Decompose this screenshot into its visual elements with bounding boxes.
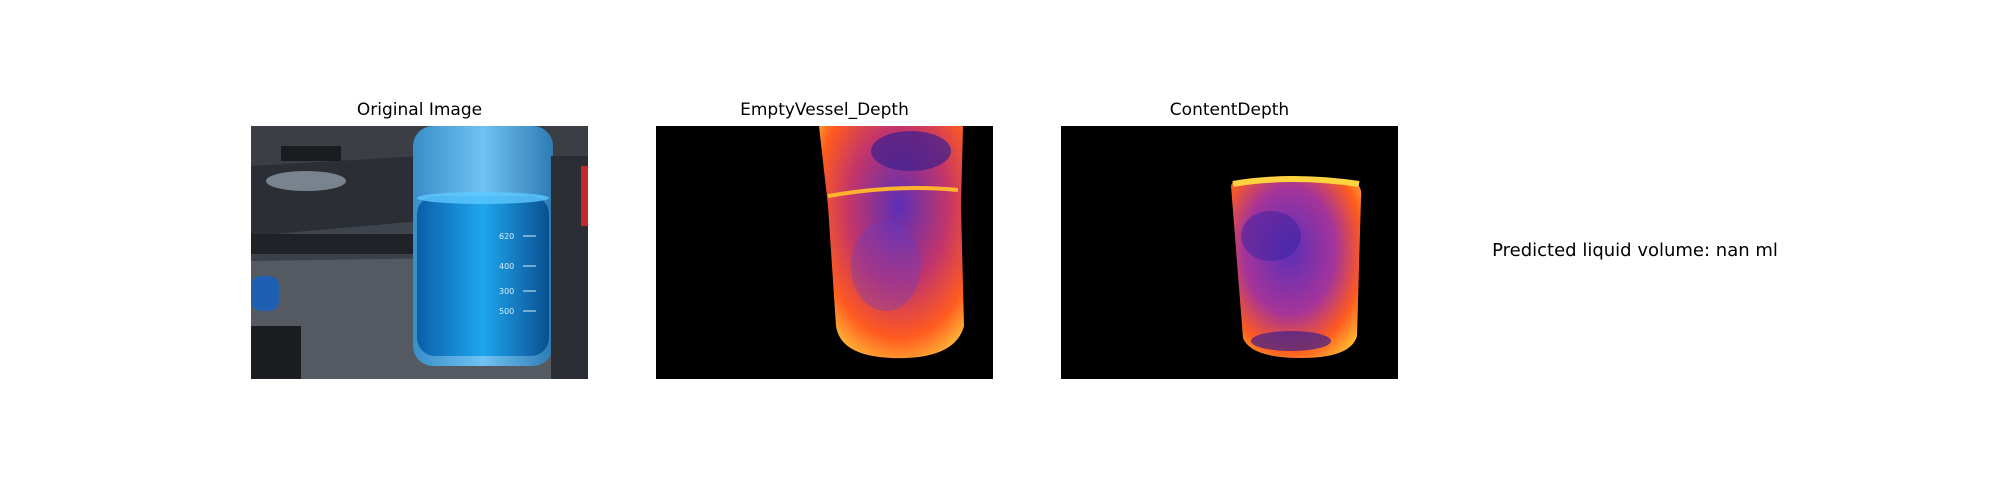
- graduation-label: 620: [499, 232, 514, 241]
- graduation-label: 300: [499, 287, 514, 296]
- empty-vessel-depth-map: [656, 126, 993, 379]
- graduation-label: 400: [499, 262, 514, 271]
- graduation-marks: 620 400 300 500: [499, 232, 536, 316]
- content-depth-panel: [1061, 126, 1398, 379]
- content-depth-map: [1061, 126, 1398, 379]
- panel-title-empty-vessel-depth: EmptyVessel_Depth: [740, 100, 909, 120]
- empty-vessel-depth-panel: [656, 126, 993, 379]
- panel-title-original: Original Image: [356, 100, 483, 120]
- graduation-label: 500: [499, 307, 514, 316]
- original-image: 620 400 300 500: [251, 126, 588, 379]
- original-image-panel: 620 400 300 500: [251, 126, 588, 379]
- predicted-volume-text: Predicted liquid volume: nan ml: [1492, 240, 1778, 261]
- panel-title-content-depth: ContentDepth: [1169, 100, 1290, 120]
